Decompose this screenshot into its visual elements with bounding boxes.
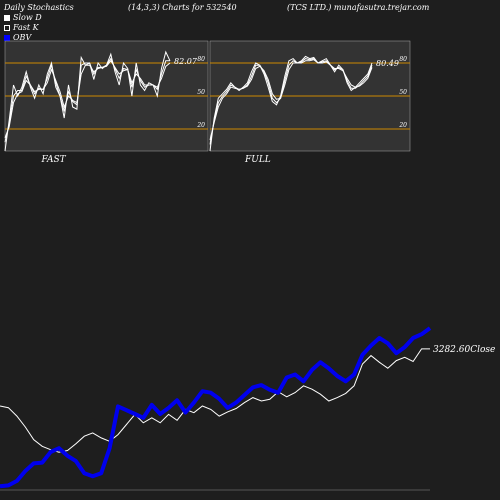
full-level-label-50: 50 <box>399 89 407 96</box>
close-series-line <box>0 348 430 453</box>
legend-label-slow-d: Slow D <box>13 13 42 22</box>
chart-subtitle: (14,3,3) Charts for 532540 <box>128 3 237 12</box>
legend-swatch-fast-k <box>4 24 10 31</box>
fast-series-line-0 <box>4 50 171 152</box>
legend-swatch-obv <box>4 34 10 41</box>
fast-last-value-label: 82.07 <box>174 57 198 66</box>
legend-label-fast-k: Fast K <box>13 23 39 32</box>
full-level-label-80: 80 <box>399 56 407 63</box>
legend-item-slow-d: Slow D <box>4 13 42 22</box>
source-label: (TCS LTD.) munafasutra.trejar.com <box>287 3 430 12</box>
legend-label-obv: OBV <box>13 33 32 42</box>
full-level-label-20: 20 <box>398 122 407 129</box>
full-last-value-label: 80.49 <box>376 59 399 68</box>
fast-level-label-80: 80 <box>197 56 205 63</box>
fast-series-line-2 <box>4 59 171 138</box>
legend-swatch-slow-d <box>4 14 10 21</box>
fast-series-line-1 <box>4 57 170 143</box>
obv-series-line <box>0 326 432 489</box>
close-last-value-label: 3282.60Close <box>433 345 495 355</box>
fast-level-label-50: 50 <box>197 89 205 96</box>
fast-panel-label: FAST <box>41 155 67 165</box>
fast-level-label-20: 20 <box>196 122 205 129</box>
full-series-line-2 <box>209 59 373 141</box>
legend-item-fast-k: Fast K <box>4 23 39 32</box>
legend-item-obv: OBV <box>4 33 31 42</box>
full-panel-label: FULL <box>244 155 271 165</box>
chart-title: Daily Stochastics <box>4 3 74 12</box>
